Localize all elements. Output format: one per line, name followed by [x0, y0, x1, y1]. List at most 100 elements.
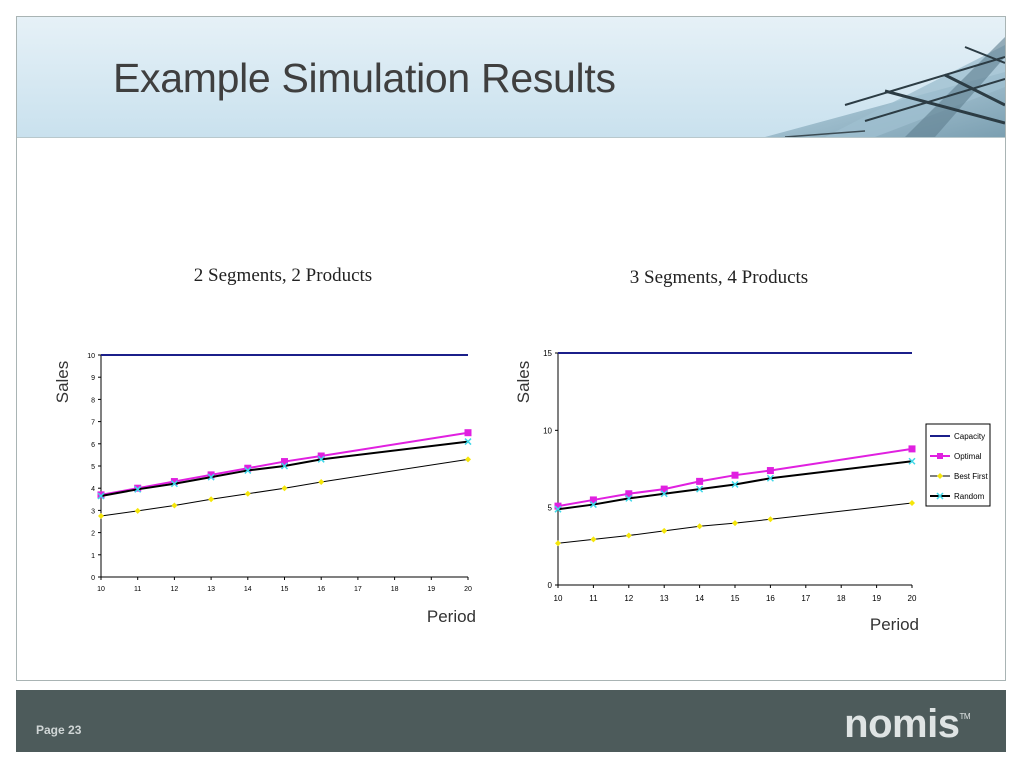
x-tick-label: 16 [317, 586, 325, 593]
x-tick-label: 15 [731, 594, 740, 603]
data-point-best-first [318, 478, 325, 485]
x-tick-label: 15 [281, 586, 289, 593]
data-point-optimal [696, 477, 704, 485]
data-point-best-first [625, 532, 632, 539]
data-point-random [170, 480, 178, 488]
chart-2-title: 3 Segments, 4 Products [630, 267, 808, 288]
trademark-mark: TM [959, 712, 970, 721]
data-point-optimal [625, 490, 633, 498]
data-point-best-first [98, 512, 104, 519]
data-point-random [731, 480, 739, 488]
data-point-random [589, 501, 597, 509]
data-point-optimal [908, 445, 916, 453]
chart-2-xlabel: Period [870, 615, 919, 634]
x-tick-label: 13 [207, 586, 215, 593]
data-point-random [766, 474, 774, 482]
data-point-best-first [244, 490, 251, 497]
series-line-random [557, 460, 913, 511]
data-point-random [625, 494, 633, 502]
data-point-optimal [660, 485, 668, 493]
x-tick-label: 14 [695, 594, 704, 603]
x-tick-label: 10 [554, 594, 563, 603]
data-point-best-first [696, 523, 703, 530]
data-point-best-first [171, 502, 178, 509]
x-tick-label: 20 [464, 586, 472, 593]
data-point-random [554, 505, 562, 513]
chart-1-xlabel: Period [427, 607, 476, 626]
data-point-best-first [590, 536, 597, 543]
y-tick-label: 2 [91, 531, 95, 538]
data-point-best-first [281, 485, 288, 492]
slide-frame: Example Simulation Results [16, 16, 1006, 681]
data-point-random [244, 466, 252, 474]
y-tick-label: 5 [548, 504, 553, 513]
x-tick-label: 16 [766, 594, 775, 603]
data-point-optimal [244, 464, 252, 472]
x-tick-label: 20 [908, 594, 917, 603]
chart-1-title: 2 Segments, 2 Products [194, 265, 372, 286]
charts-canvas: 2 Segments, 2 Products 3 Segments, 4 Pro… [53, 265, 991, 634]
data-point-optimal [589, 496, 597, 504]
slide-title: Example Simulation Results [113, 55, 616, 101]
y-tick-label: 15 [543, 349, 552, 358]
data-point-optimal [464, 429, 472, 437]
series-line-optimal [100, 431, 469, 496]
x-tick-label: 12 [624, 594, 633, 603]
data-point-best-first [134, 507, 141, 514]
x-tick-label: 18 [837, 594, 846, 603]
y-tick-label: 7 [91, 420, 95, 427]
data-point-optimal [554, 502, 562, 510]
data-point-random [696, 485, 704, 493]
footer-bar: Page 23 nomisTM [16, 690, 1006, 752]
series-line-random [100, 440, 469, 497]
x-tick-label: 17 [801, 594, 810, 603]
page-number: Page 23 [36, 723, 82, 737]
x-tick-label: 17 [354, 586, 362, 593]
logo-text: nomis [844, 702, 960, 746]
y-tick-label: 5 [91, 464, 95, 471]
data-point-optimal [281, 458, 288, 466]
legend-marker-random [936, 492, 944, 500]
data-point-random [660, 490, 668, 498]
data-point-optimal [207, 471, 215, 479]
data-point-random [97, 492, 105, 500]
data-point-best-first [909, 500, 915, 507]
legend-label: Capacity [954, 432, 985, 441]
legend-label: Best First [954, 472, 989, 481]
data-point-optimal [766, 467, 774, 475]
y-tick-label: 4 [91, 486, 95, 493]
y-tick-label: 10 [543, 426, 552, 435]
data-point-random [207, 473, 215, 481]
data-point-optimal [134, 484, 142, 492]
x-tick-label: 19 [872, 594, 881, 603]
data-point-random [134, 485, 142, 493]
data-point-best-first [767, 516, 774, 523]
x-tick-label: 12 [171, 586, 179, 593]
chart-1-ylabel: Sales [53, 361, 72, 404]
x-tick-label: 18 [391, 586, 399, 593]
y-tick-label: 0 [548, 581, 553, 590]
x-tick-label: 11 [589, 594, 598, 603]
chart-2-ylabel: Sales [514, 361, 533, 404]
data-point-optimal [731, 471, 739, 479]
y-tick-label: 10 [87, 353, 95, 360]
legend-marker-best-first [937, 473, 943, 479]
x-tick-label: 19 [427, 586, 435, 593]
x-tick-label: 10 [97, 586, 105, 593]
data-point-optimal [170, 478, 178, 486]
legend-label: Random [954, 492, 985, 501]
legend-marker-optimal [937, 453, 943, 459]
header-band: Example Simulation Results [17, 17, 1005, 138]
data-point-best-first [732, 520, 738, 527]
y-tick-label: 0 [91, 575, 95, 582]
x-tick-label: 13 [660, 594, 669, 603]
data-point-random [280, 462, 289, 470]
legend-box [925, 423, 991, 507]
architecture-decoration-image [765, 37, 1005, 137]
data-point-best-first [661, 527, 668, 534]
data-point-best-first [465, 456, 471, 463]
data-point-optimal [317, 452, 325, 460]
data-point-best-first [555, 540, 561, 547]
nomis-logo: nomisTM [844, 702, 970, 747]
